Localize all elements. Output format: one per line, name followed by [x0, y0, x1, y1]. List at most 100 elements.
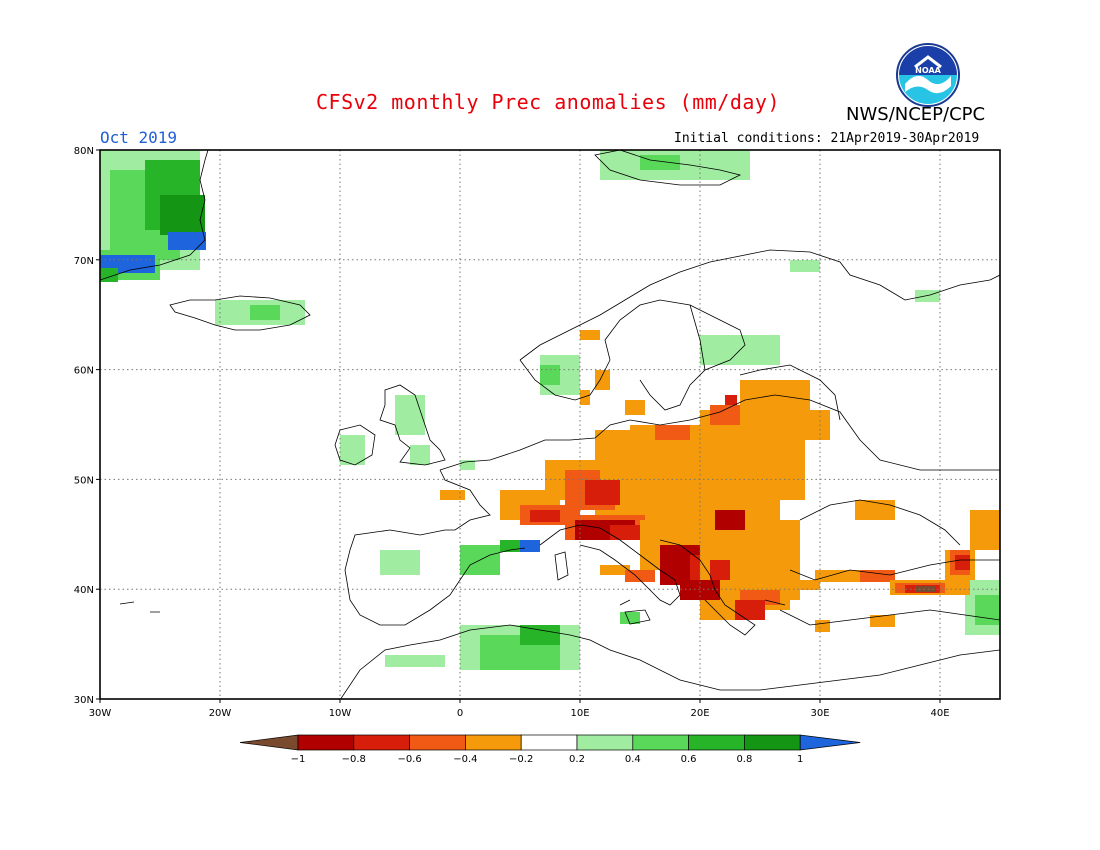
colorbar-box	[409, 734, 466, 751]
anomaly-cell	[855, 500, 895, 520]
colorbar-tick-label: −0.4	[453, 754, 477, 765]
initial-conditions: Initial conditions: 21Apr2019-30Apr2019	[674, 131, 980, 146]
anomaly-cell	[620, 612, 640, 624]
colorbar-box	[576, 734, 634, 751]
anomaly-cell	[395, 395, 425, 435]
anomaly-cell	[168, 232, 206, 250]
anomaly-cell	[160, 195, 205, 235]
anomaly-cell	[710, 405, 740, 425]
forecast-month: Oct 2019	[100, 128, 178, 147]
colorbar-tick-label: 1	[797, 754, 803, 765]
anomaly-cell	[780, 580, 820, 590]
longitude-labels: 30W 20W 10W 0 10E 20E 30E 40E	[89, 699, 950, 719]
coastline	[519, 249, 1000, 361]
anomaly-cell	[385, 655, 445, 667]
anomaly-cell	[970, 510, 1000, 550]
coastline	[439, 394, 1000, 471]
lon-label: 10E	[570, 708, 589, 719]
anomaly-cell	[870, 615, 895, 627]
anomaly-cell	[530, 510, 560, 522]
anomaly-cell	[735, 600, 765, 620]
lon-label: 30W	[89, 708, 112, 719]
colorbar-box	[744, 734, 801, 751]
anomaly-cell	[655, 425, 690, 440]
noaa-logo: NOAA	[896, 43, 960, 107]
colorbar-tick-label: −0.6	[397, 754, 421, 765]
coastline	[659, 539, 756, 636]
anomaly-cell	[975, 595, 1000, 625]
coastline	[169, 295, 311, 331]
anomaly-cell	[585, 480, 620, 505]
map-title: CFSv2 monthly Prec anomalies (mm/day)	[315, 90, 781, 114]
coastline	[689, 304, 841, 421]
coastline	[519, 299, 746, 411]
anomaly-cell	[520, 625, 560, 645]
colorbar-box	[632, 734, 689, 751]
colorbar-box	[297, 734, 355, 751]
lat-label: 70N	[74, 256, 94, 267]
lat-label: 60N	[74, 366, 94, 377]
coastline	[344, 469, 526, 626]
lon-label: 20W	[209, 708, 232, 719]
lon-label: 30E	[810, 708, 829, 719]
anomaly-cell	[790, 260, 820, 272]
map-frame	[99, 149, 1001, 700]
anomaly-cell	[410, 445, 430, 465]
colorbar-tick-label: 0.2	[569, 754, 585, 765]
lat-label: 30N	[74, 695, 94, 706]
anomaly-shading	[100, 150, 1000, 670]
anomaly-cell	[860, 570, 895, 582]
anomaly-cell	[580, 330, 600, 340]
anomaly-cell	[600, 565, 630, 575]
colorbar-box	[520, 734, 578, 751]
anomaly-cell	[520, 540, 540, 552]
anomaly-cell	[440, 490, 465, 500]
anomaly-cell	[725, 395, 737, 405]
coastline	[799, 499, 961, 546]
colorbar-tick-label: 0.8	[736, 754, 752, 765]
colorbar-upper-arrow	[799, 734, 861, 751]
coastline	[624, 609, 651, 625]
coastline	[119, 599, 786, 613]
anomaly-cell	[595, 370, 610, 390]
anomaly-cell	[710, 560, 730, 580]
anomaly-cell	[600, 440, 640, 480]
anomaly-cell	[580, 390, 590, 405]
coastline	[554, 551, 569, 581]
colorbar-lower-arrow	[239, 734, 299, 751]
anomaly-cell	[715, 510, 745, 530]
anomaly-cell	[640, 155, 680, 170]
lat-label: 40N	[74, 585, 94, 596]
anomaly-cell	[730, 450, 770, 480]
lat-label: 80N	[74, 146, 94, 157]
colorbar-box	[353, 734, 410, 751]
lon-label: 40E	[930, 708, 949, 719]
anomaly-cell	[915, 290, 940, 302]
coastline	[379, 384, 446, 466]
coastlines	[100, 150, 1000, 699]
colorbar-tick-labels: −1 −0.8 −0.6 −0.4 −0.2 0.2 0.4 0.6 0.8 1	[291, 754, 804, 765]
agency-label: NWS/NCEP/CPC	[846, 104, 986, 125]
colorbar-tick-label: −1	[291, 754, 306, 765]
coastline	[539, 524, 681, 606]
coastline	[340, 624, 1000, 699]
anomaly-cell	[680, 580, 720, 600]
anomaly-cell	[460, 460, 475, 470]
anomaly-cell	[250, 305, 280, 320]
anomaly-cell	[955, 555, 970, 570]
latitude-labels: 80N 70N 60N 50N 40N 30N	[74, 146, 100, 706]
lat-label: 50N	[74, 475, 94, 486]
coastline	[779, 559, 1000, 626]
anomaly-cell	[340, 435, 365, 465]
colorbar-tick-label: −0.8	[342, 754, 366, 765]
lon-label: 20E	[690, 708, 709, 719]
lon-label: 0	[457, 708, 463, 719]
coastline	[594, 150, 742, 186]
colorbar-box	[688, 734, 745, 751]
colorbar-tick-label: −0.2	[509, 754, 533, 765]
colorbar-tick-label: 0.6	[681, 754, 697, 765]
colorbar-box	[465, 734, 522, 751]
anomaly-cell	[625, 400, 645, 415]
